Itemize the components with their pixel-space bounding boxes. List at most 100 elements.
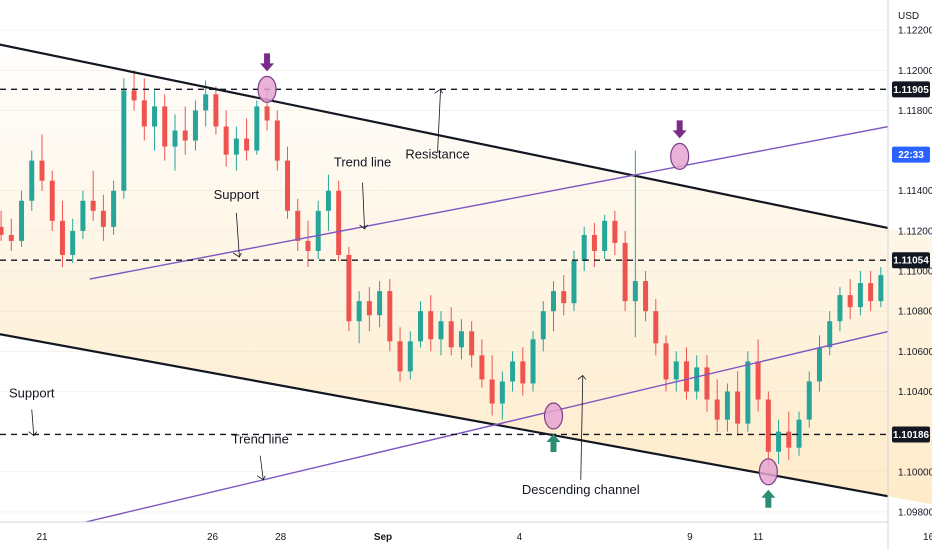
price-axis[interactable]: 1.12200 1.12000 1.11800 1.11400 1.11200 1.110… <box>898 26 932 519</box>
candle-body-22 <box>152 106 158 127</box>
candle-body-17 <box>100 210 106 227</box>
y-tick-label-2: 1.11800 <box>898 106 932 117</box>
annotation-label-1: Trend line <box>334 155 391 170</box>
candle-body-34 <box>274 120 280 161</box>
candle-body-88 <box>827 321 833 348</box>
candle-body-70 <box>643 281 649 312</box>
candle-body-85 <box>796 419 802 448</box>
candle-body-81 <box>755 361 761 400</box>
x-tick-label-2: 28 <box>275 532 287 543</box>
candle-body-24 <box>172 130 178 147</box>
price-tag-label-0: 1.11905 <box>893 85 929 96</box>
arrow-down-icon-1 <box>260 53 275 72</box>
candle-body-42 <box>356 301 362 322</box>
y-tick-label-1: 1.12000 <box>898 66 932 77</box>
candle-body-63 <box>571 261 577 304</box>
candle-body-62 <box>561 291 567 304</box>
candle-body-21 <box>141 100 147 127</box>
candle-body-89 <box>837 295 843 322</box>
candle-body-83 <box>776 431 782 452</box>
candle-body-27 <box>203 94 209 111</box>
annotation-arrowhead-0 <box>434 88 443 94</box>
candle-body-32 <box>254 106 260 151</box>
annotations: Resistance Trend line Support Support Trend … <box>9 88 640 497</box>
annotation-arrowhead-1 <box>359 224 368 230</box>
candle-body-91 <box>857 283 863 308</box>
price-tag-box-3 <box>892 426 930 443</box>
candle-body-18 <box>111 190 117 227</box>
candle-body-54 <box>479 355 485 380</box>
y-tick-label-6: 1.10800 <box>898 307 932 318</box>
annotation-leader-5 <box>580 375 584 480</box>
candle-body-71 <box>653 311 659 344</box>
annotation-leader-0 <box>437 89 441 153</box>
candle-body-61 <box>551 291 556 312</box>
candle-body-28 <box>213 94 219 127</box>
candle-body-20 <box>131 90 137 101</box>
candle-body-67 <box>612 220 618 243</box>
annotation-label-3: Support <box>9 386 55 401</box>
annotation-leader-2 <box>235 212 240 258</box>
candle-body-30 <box>233 138 239 155</box>
touch-marker-2 <box>543 402 564 430</box>
candle-body-97 <box>919 211 924 223</box>
candle-body-77 <box>714 399 720 420</box>
candle-body-15 <box>80 200 86 231</box>
candle-body-13 <box>59 220 65 255</box>
candle-body-12 <box>49 180 55 221</box>
channel-lines <box>0 43 888 522</box>
candles <box>0 70 924 468</box>
candle-body-74 <box>683 361 689 392</box>
touch-markers <box>257 53 778 508</box>
candle-body-52 <box>458 331 464 348</box>
trend-line-lower-descending <box>0 333 888 498</box>
annotation-label-4: Trend line <box>232 432 289 447</box>
annotation-arrowhead-5 <box>577 374 587 380</box>
candle-body-79 <box>735 391 741 424</box>
candle-body-9 <box>19 200 25 241</box>
x-tick-label-0: 21 <box>36 532 48 543</box>
candle-body-72 <box>663 343 669 380</box>
candle-body-25 <box>182 130 188 141</box>
candle-body-64 <box>581 234 587 261</box>
candle-body-73 <box>673 361 679 380</box>
candle-body-80 <box>745 361 751 424</box>
annotation-label-0: Resistance <box>405 147 469 162</box>
candle-body-55 <box>489 379 495 404</box>
y-tick-label-10: 1.09800 <box>898 507 932 518</box>
annotation-label-5: Descending channel <box>522 482 640 497</box>
trend-line-upper-descending <box>0 43 888 230</box>
candle-body-76 <box>704 367 710 400</box>
candle-body-92 <box>868 283 874 302</box>
x-tick-label-6: 11 <box>753 532 764 543</box>
candle-body-48 <box>418 311 424 342</box>
annotation-leader-4 <box>259 455 264 480</box>
y-tick-label-7: 1.10600 <box>898 347 932 358</box>
candle-body-26 <box>192 110 198 141</box>
candle-body-8 <box>8 234 14 241</box>
price-tags: 1.11905 22:33 1.11054 1.10186 <box>892 81 930 443</box>
time-axis[interactable]: 212628Sep491116182325 <box>36 532 932 543</box>
touch-marker-3 <box>670 142 690 170</box>
arrow-down-icon-3 <box>672 120 687 139</box>
trend-line-lower-ascending <box>82 330 888 522</box>
price-tag-label-3: 1.10186 <box>893 430 930 441</box>
candle-body-75 <box>694 367 700 392</box>
candle-body-51 <box>448 321 454 348</box>
candle-body-29 <box>223 126 229 155</box>
candle-body-93 <box>878 275 884 302</box>
candle-body-41 <box>346 254 352 322</box>
x-tick-label-3: Sep <box>374 532 392 543</box>
candle-body-33 <box>264 106 270 121</box>
candle-body-66 <box>602 220 608 251</box>
candle-body-46 <box>397 341 403 372</box>
candle-body-44 <box>377 291 383 316</box>
candle-body-87 <box>816 347 822 382</box>
annotation-arrowhead-4 <box>257 475 266 481</box>
trend-line-upper-ascending <box>89 125 888 280</box>
x-tick-label-5: 9 <box>687 532 693 543</box>
candle-body-90 <box>847 295 853 308</box>
x-tick-label-1: 26 <box>207 532 219 543</box>
